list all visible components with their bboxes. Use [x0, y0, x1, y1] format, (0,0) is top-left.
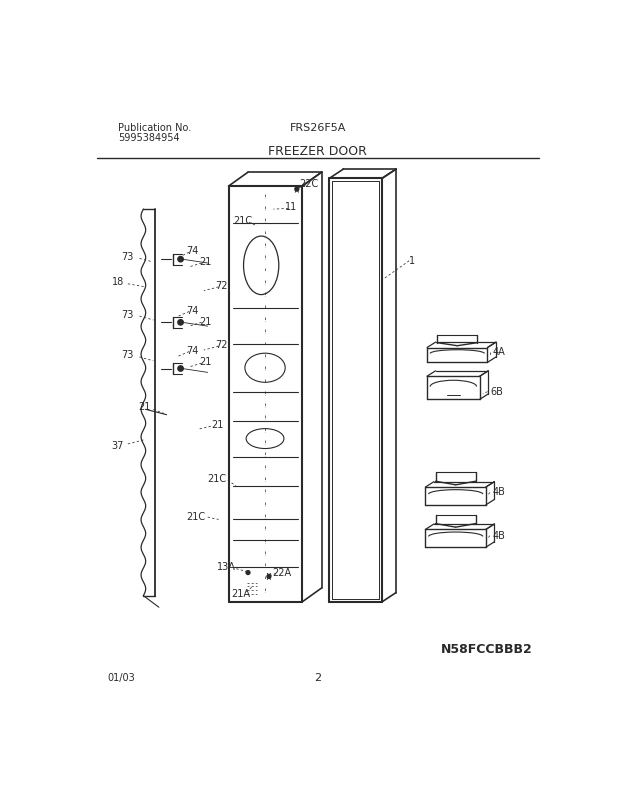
Text: 4B: 4B	[493, 488, 505, 497]
Text: 21: 21	[199, 358, 211, 367]
Text: 21: 21	[138, 402, 150, 412]
Text: 4B: 4B	[493, 531, 505, 541]
Text: 5995384954: 5995384954	[118, 132, 179, 143]
Text: N58FCCBBB2: N58FCCBBB2	[441, 643, 533, 656]
Text: FRS26F5A: FRS26F5A	[290, 123, 346, 133]
Text: 21C: 21C	[233, 216, 252, 226]
Text: 73: 73	[121, 351, 133, 361]
Text: 37: 37	[112, 440, 124, 450]
Text: 72: 72	[215, 340, 228, 351]
Text: 74: 74	[186, 247, 198, 256]
Text: 21: 21	[211, 419, 223, 430]
Text: Publication No.: Publication No.	[118, 123, 191, 133]
Text: 1: 1	[409, 255, 415, 266]
Text: 21: 21	[199, 257, 211, 267]
Text: 73: 73	[121, 309, 133, 320]
Text: 6B: 6B	[490, 387, 503, 396]
Circle shape	[246, 571, 250, 574]
Circle shape	[178, 366, 184, 371]
Text: 21: 21	[199, 316, 211, 327]
Text: 4A: 4A	[493, 347, 505, 358]
Text: 22C: 22C	[299, 178, 318, 189]
Text: 11: 11	[285, 201, 297, 212]
Text: 01/03: 01/03	[107, 673, 135, 683]
Text: 73: 73	[121, 252, 133, 262]
Text: 2: 2	[314, 673, 321, 683]
Circle shape	[295, 187, 299, 191]
Text: 22A: 22A	[272, 568, 291, 577]
Text: 74: 74	[186, 346, 198, 356]
Text: FREEZER DOOR: FREEZER DOOR	[268, 145, 367, 158]
Text: 72: 72	[215, 282, 228, 291]
Text: 18: 18	[112, 278, 124, 287]
Text: 21C: 21C	[187, 512, 206, 522]
Text: 21C: 21C	[208, 473, 226, 484]
Circle shape	[178, 320, 184, 325]
Circle shape	[178, 256, 184, 262]
Circle shape	[267, 574, 271, 578]
Text: 74: 74	[186, 306, 198, 316]
Text: 21A: 21A	[231, 589, 250, 600]
Text: 13A: 13A	[217, 562, 236, 573]
